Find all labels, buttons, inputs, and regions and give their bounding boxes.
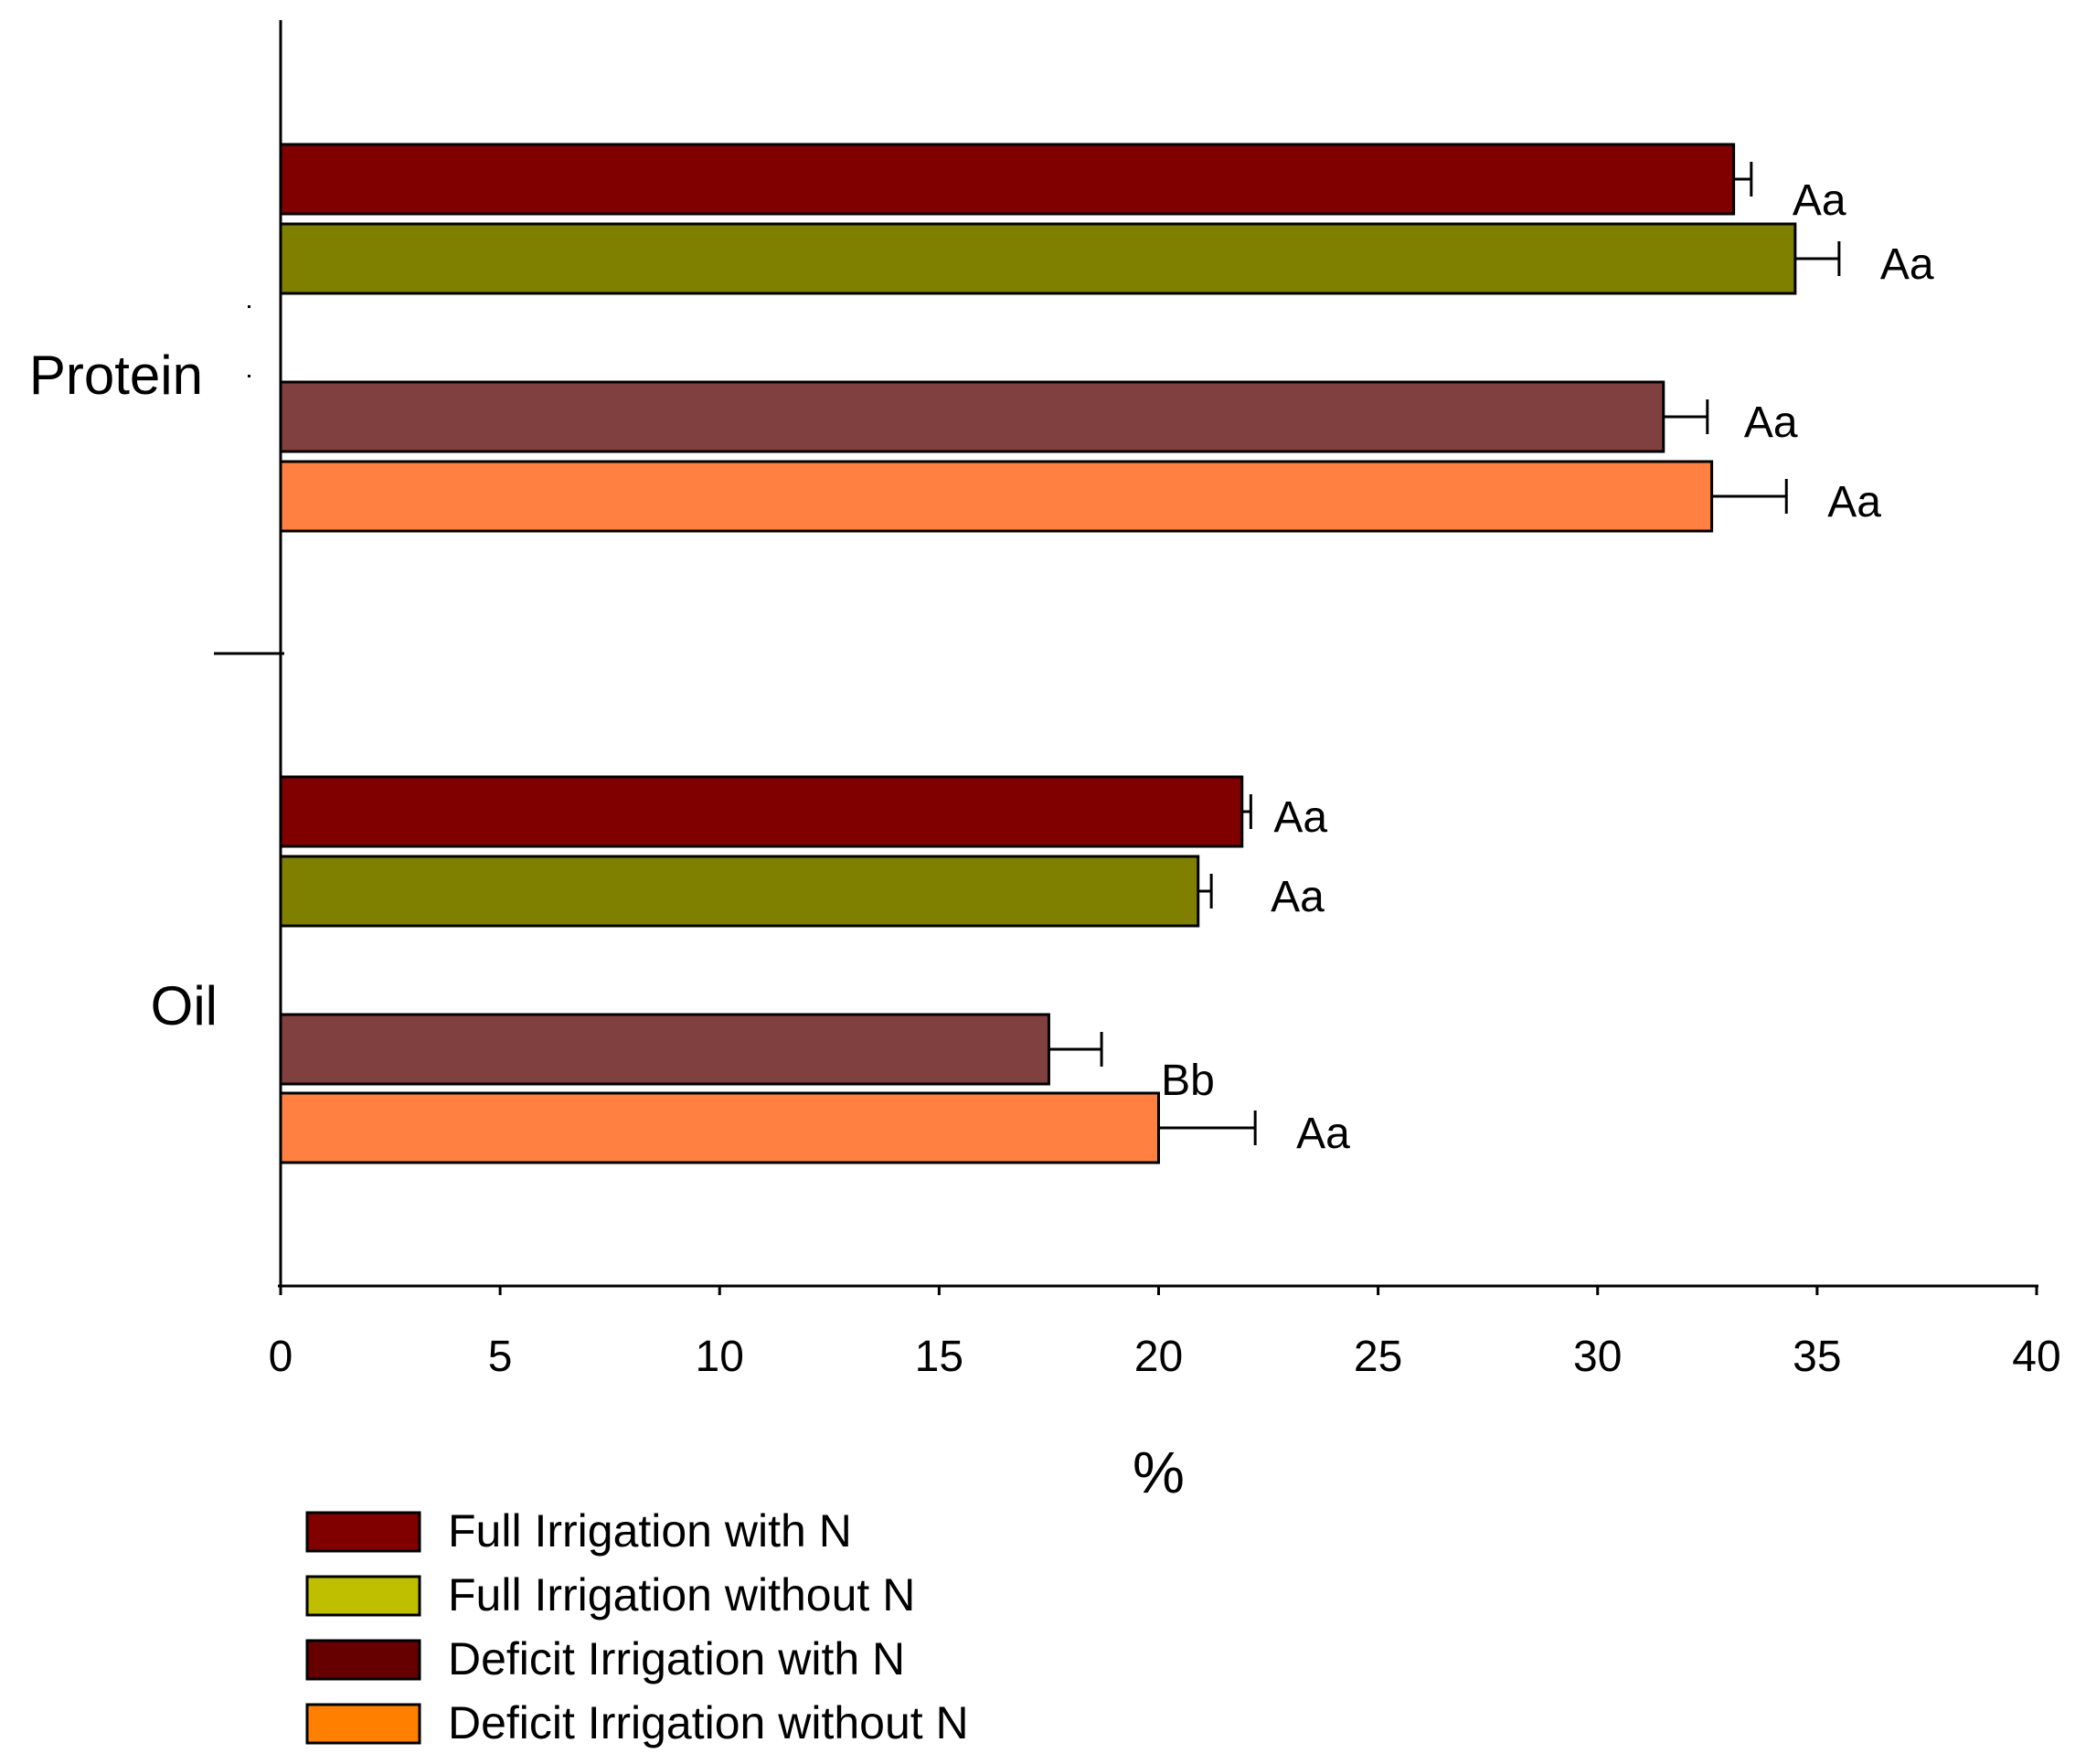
axes: Protein Oil 0 5 10 15 20 25 30 35 40%	[29, 20, 2061, 1505]
bar-oil-1	[279, 775, 1244, 848]
bar-protein-3	[279, 380, 1665, 453]
data-label: Aa	[1880, 240, 1934, 289]
data-label: Aa	[1271, 873, 1325, 921]
bar-oil-2	[279, 855, 1200, 928]
plot-area: Aa Aa Aa Aa Aa Bb Aa Aa	[279, 143, 1934, 1164]
legend-label-1: Full Irrigation with N	[448, 1505, 852, 1557]
data-label: Aa	[1744, 398, 1798, 447]
x-tick-label: 30	[1573, 1333, 1622, 1381]
bar-oil-3	[279, 1013, 1050, 1086]
data-label: Bb	[1161, 1057, 1215, 1105]
bar-protein-4	[279, 460, 1714, 533]
data-label: Aa	[1273, 793, 1327, 842]
legend-label-4: Deficit Irrigation without N	[448, 1697, 969, 1748]
bar-oil-4	[279, 1091, 1160, 1164]
legend-swatch-2	[305, 1575, 421, 1617]
legend: Full Irrigation with N Full Irrigation wi…	[305, 1505, 969, 1748]
x-tick-label: 40	[2012, 1333, 2060, 1381]
legend-label-3: Deficit Irrigation with N	[448, 1633, 905, 1684]
data-label: Aa	[1827, 478, 1881, 526]
category-label-oil: Oil	[151, 975, 218, 1036]
x-tick-label: 20	[1134, 1333, 1183, 1381]
legend-swatch-4	[305, 1703, 421, 1745]
legend-label-2: Full Irrigation without N	[448, 1569, 915, 1621]
axis-mark	[248, 375, 250, 377]
bar-protein-1	[279, 143, 1736, 216]
axis-mark	[248, 305, 250, 308]
x-tick-label: 15	[915, 1333, 963, 1381]
x-tick-label: 10	[696, 1333, 744, 1381]
legend-swatch-1	[305, 1511, 421, 1553]
category-label-protein: Protein	[29, 345, 203, 406]
x-tick-label: 5	[488, 1333, 513, 1381]
bar-protein-2	[279, 222, 1797, 295]
legend-swatch-3	[305, 1639, 421, 1681]
x-tick-label: 25	[1354, 1333, 1402, 1381]
x-axis-title: %	[1133, 1440, 1185, 1505]
x-tick-label: 0	[269, 1333, 293, 1381]
x-tick-label: 35	[1793, 1333, 1841, 1381]
data-label: Aa	[1793, 176, 1846, 225]
data-label: Aa	[1296, 1110, 1350, 1158]
